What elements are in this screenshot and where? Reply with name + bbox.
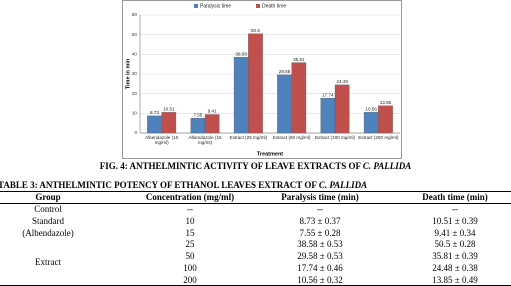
x-tick-label-box: Albendazole (10 mg/ml): [145, 135, 179, 146]
bar: [363, 112, 379, 134]
x-tick-label: Extract (200 mg/ml): [358, 135, 399, 140]
legend-swatch: [256, 4, 260, 8]
y-tick-label: 20: [132, 91, 138, 96]
x-axis-label: Treatment: [257, 151, 283, 157]
bar: [320, 97, 336, 134]
x-tick-label-box: Albendazole (15 mg/ml): [188, 135, 222, 146]
group-label: Control: [34, 204, 62, 214]
data-label: 13.85: [380, 100, 392, 105]
data-label: 35.81: [293, 57, 305, 62]
bar: [248, 33, 263, 134]
table-title: TABLE 3: ANTHELMINTIC POTENCY OF ETHANOL…: [0, 180, 367, 190]
x-tick-label-box: Extract (200 mg/ml): [358, 135, 399, 140]
bar: [334, 84, 350, 134]
bar: [291, 62, 307, 134]
data-label: 24.48: [336, 79, 348, 84]
table-cell: 38.58 ± 0.53: [297, 239, 343, 250]
figure-caption: FIG. 4: ANTHELMINTIC ACTIVITY OF LEAVE E…: [0, 161, 511, 171]
table-cell: 9.41 ± 0.34: [434, 227, 476, 238]
data-label: 17.74: [322, 92, 334, 97]
bar: [378, 105, 393, 134]
group-label: (Albendazole): [22, 227, 74, 238]
data-label: 10.56: [365, 106, 377, 111]
chart: 0 10 20 30 40 50 60 Time in min Treatment Albenda…: [122, 0, 402, 159]
column-header: Death time (min): [422, 192, 488, 202]
table-cell: --: [317, 204, 323, 214]
y-axis-label: Time in min: [125, 58, 131, 89]
data-label: 29.58: [279, 69, 291, 74]
table-rule-top: [0, 191, 511, 192]
table-cell: 13.85 ± 0.49: [432, 274, 478, 285]
table-cell: 10: [185, 215, 195, 226]
column-header: Concentration (mg/ml): [145, 192, 235, 202]
data-label: 9.41: [208, 109, 217, 114]
y-tick-label: 50: [132, 32, 138, 37]
bar: [233, 56, 249, 134]
bar: [277, 74, 292, 134]
table-cell: 8.73 ± 0.37: [299, 215, 341, 226]
column-header: Group: [35, 192, 61, 202]
data-label: 38.58: [235, 51, 247, 56]
x-tick-label-box: Extract (100 mg/ml): [314, 135, 356, 140]
table-cell: 15: [185, 227, 195, 238]
data-label: 8.73: [150, 110, 159, 115]
legend-label: Death time: [262, 4, 286, 10]
data-label: 50.5: [251, 28, 260, 33]
x-tick-label: Extract (50 mg/ml): [272, 135, 311, 140]
y-tick-label: 40: [132, 52, 138, 57]
x-tick-label-box: Extract (25 mg/ml): [229, 135, 268, 140]
table-cell: 50: [185, 251, 195, 262]
table-cell: 7.55 ± 0.28: [299, 227, 341, 238]
table-title-text: TABLE 3: ANTHELMINTIC POTENCY OF ETHANOL…: [0, 180, 317, 190]
table-cell: 35.81 ± 0.39: [432, 251, 478, 262]
column-header: Paralysis time (min): [281, 192, 359, 202]
table-rule-header: [0, 203, 511, 204]
table-cell: 50.5 ± 0.28: [434, 239, 476, 250]
group-label: Extract: [35, 257, 61, 268]
bar: [147, 115, 162, 134]
bar: [190, 118, 206, 134]
data-label: 7.55: [193, 112, 202, 117]
table-cell: 29.58 ± 0.53: [297, 251, 343, 262]
table-cell: --: [452, 204, 458, 214]
legend-label: Paralysis time: [200, 4, 231, 10]
caption-text: FIG. 4: ANTHELMINTIC ACTIVITY OF LEAVE E…: [99, 161, 361, 171]
y-tick-label: 30: [132, 71, 138, 76]
table-cell: --: [187, 204, 193, 214]
table-cell: 17.74 ± 0.46: [297, 263, 343, 273]
bar: [204, 114, 220, 134]
table-cell: 10.56 ± 0.32: [297, 274, 343, 285]
x-tick-label: Albendazole (10 mg/ml): [145, 135, 179, 146]
legend-swatch: [194, 4, 198, 8]
y-tick-label: 60: [132, 12, 138, 17]
table-cell: 25: [185, 239, 195, 250]
table-cell: 100: [183, 263, 197, 273]
group-label: Standard: [32, 215, 64, 226]
y-tick-label: 10: [132, 111, 138, 116]
table-cell: 10.51 ± 0.39: [432, 215, 478, 226]
x-tick-label: Albendazole (15 mg/ml): [188, 135, 222, 146]
y-tick-label: 0: [134, 130, 137, 135]
data-label: 10.51: [163, 107, 175, 112]
x-tick-label-box: Extract (50 mg/ml): [272, 135, 311, 140]
table-cell: 24.48 ± 0.38: [432, 263, 478, 273]
x-tick-label: Extract (100 mg/ml): [314, 135, 356, 140]
caption-species: C. PALLIDA: [362, 161, 412, 171]
table-cell: 200: [183, 274, 197, 285]
table-title-species: C. PALLIDA: [318, 180, 368, 190]
bar: [161, 112, 177, 134]
x-tick-label: Extract (25 mg/ml): [229, 135, 268, 140]
